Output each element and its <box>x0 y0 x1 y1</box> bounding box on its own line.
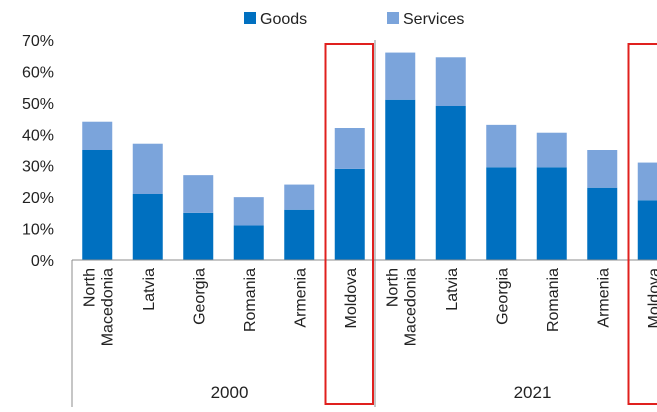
category-label-line: Latvia <box>141 268 158 311</box>
bar-services-2000-latvia <box>133 144 163 194</box>
legend: Goods Services <box>244 11 464 28</box>
y-tick-label: 40% <box>22 127 54 144</box>
bar-goods-2021-moldova <box>638 200 657 260</box>
category-label: Armenia <box>292 268 309 328</box>
category-label: Moldova <box>343 268 360 329</box>
bar-goods-2021-armenia <box>587 188 617 260</box>
category-label: Latvia <box>141 268 158 311</box>
bar-goods-2000-moldova <box>335 169 365 260</box>
bar-goods-2021-latvia <box>436 106 466 260</box>
bar-services-2000-armenia <box>284 185 314 210</box>
category-label-line: Macedonia <box>402 268 419 346</box>
bar-goods-2000-latvia <box>133 194 163 260</box>
bar-goods-2000-romania <box>234 225 264 260</box>
category-label: Armenia <box>595 268 612 328</box>
bar-services-2000-moldova <box>335 128 365 169</box>
y-axis: 0% 10% 20% 30% 40% 50% 60% 70% <box>22 33 54 270</box>
legend-swatch-services <box>387 12 399 24</box>
group-label-2021: 2021 <box>514 383 552 402</box>
category-label: Moldova <box>646 268 657 329</box>
category-label-line: Macedonia <box>99 268 116 346</box>
legend-label-goods: Goods <box>260 11 307 28</box>
category-label-line: Latvia <box>444 268 461 311</box>
bar-goods-2021-georgia <box>486 167 516 260</box>
category-label: NorthMacedonia <box>384 268 419 346</box>
y-tick-label: 70% <box>22 33 54 50</box>
category-label: Latvia <box>444 268 461 311</box>
category-label: Romania <box>545 268 562 332</box>
y-tick-label: 30% <box>22 159 54 176</box>
y-tick-label: 50% <box>22 96 54 113</box>
category-label: Georgia <box>191 268 208 325</box>
bar-services-2021-moldova <box>638 163 657 201</box>
legend-label-services: Services <box>403 11 464 28</box>
category-label: Romania <box>242 268 259 332</box>
bar-goods-2000-north-macedonia <box>82 150 112 260</box>
category-label-line: Moldova <box>343 268 360 329</box>
category-label-line: Armenia <box>595 268 612 328</box>
category-label: NorthMacedonia <box>81 268 116 346</box>
legend-swatch-goods <box>244 12 256 24</box>
category-label-line: North <box>81 268 98 307</box>
bar-goods-2000-georgia <box>183 213 213 260</box>
bar-services-2000-georgia <box>183 175 213 213</box>
y-tick-label: 10% <box>22 222 54 239</box>
bar-goods-2021-romania <box>537 167 567 260</box>
bar-services-2000-north-macedonia <box>82 122 112 150</box>
bar-goods-2000-armenia <box>284 210 314 260</box>
y-tick-label: 0% <box>31 253 54 270</box>
category-label-line: Romania <box>545 268 562 332</box>
y-tick-label: 60% <box>22 64 54 81</box>
category-label-line: Georgia <box>494 268 511 325</box>
category-label-line: Moldova <box>646 268 657 329</box>
bar-services-2021-north-macedonia <box>385 53 415 100</box>
bar-goods-2021-north-macedonia <box>385 100 415 260</box>
bar-services-2021-georgia <box>486 125 516 167</box>
bars <box>82 53 657 260</box>
y-tick-label: 20% <box>22 190 54 207</box>
category-label-line: Romania <box>242 268 259 332</box>
bar-services-2000-romania <box>234 197 264 225</box>
category-label-line: North <box>384 268 401 307</box>
group-label-2000: 2000 <box>211 383 249 402</box>
bar-services-2021-latvia <box>436 57 466 106</box>
bar-services-2021-armenia <box>587 150 617 188</box>
category-label-line: Georgia <box>191 268 208 325</box>
bar-services-2021-romania <box>537 133 567 168</box>
category-label-line: Armenia <box>292 268 309 328</box>
category-label: Georgia <box>494 268 511 325</box>
